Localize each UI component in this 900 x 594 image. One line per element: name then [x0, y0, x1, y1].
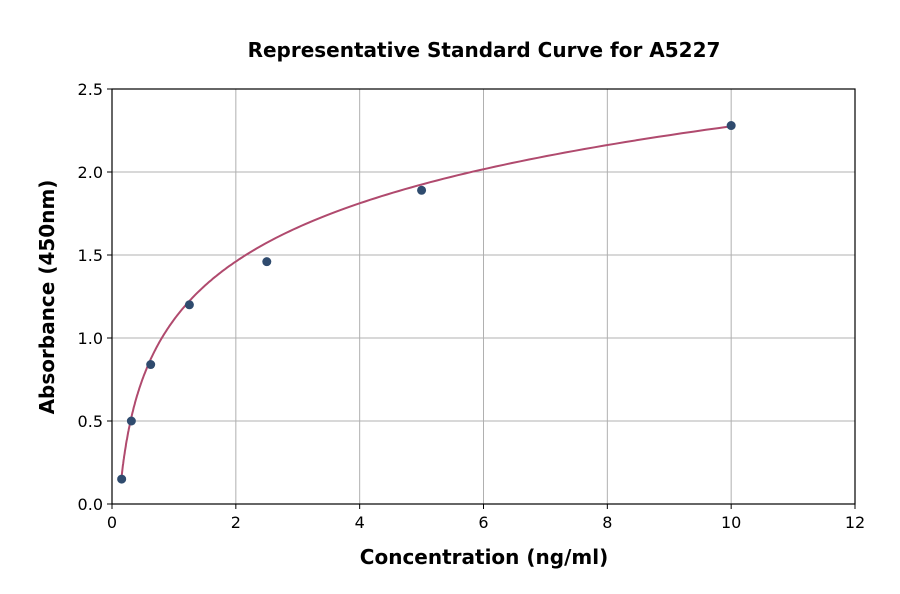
data-point [146, 360, 156, 370]
x-tick-label: 10 [721, 513, 741, 532]
chart-title: Representative Standard Curve for A5227 [248, 38, 721, 62]
data-point [417, 185, 427, 195]
y-tick-label: 2.0 [78, 163, 103, 182]
y-tick-label: 1.5 [78, 246, 103, 265]
x-tick-label: 0 [107, 513, 117, 532]
y-tick-label: 1.0 [78, 329, 103, 348]
data-point [126, 416, 136, 426]
data-point [117, 474, 127, 484]
data-point [262, 257, 272, 267]
x-tick-label: 4 [355, 513, 365, 532]
x-tick-label: 2 [231, 513, 241, 532]
data-point [726, 121, 736, 131]
x-axis-label: Concentration (ng/ml) [360, 545, 608, 569]
x-tick-label: 12 [845, 513, 865, 532]
y-axis-label: Absorbance (450nm) [35, 180, 59, 415]
y-tick-label: 0.5 [78, 412, 103, 431]
data-point [184, 300, 194, 310]
y-tick-label: 2.5 [78, 80, 103, 99]
fit-curve [120, 125, 732, 476]
y-tick-label: 0.0 [78, 495, 103, 514]
x-tick-label: 8 [602, 513, 612, 532]
x-tick-label: 6 [478, 513, 488, 532]
